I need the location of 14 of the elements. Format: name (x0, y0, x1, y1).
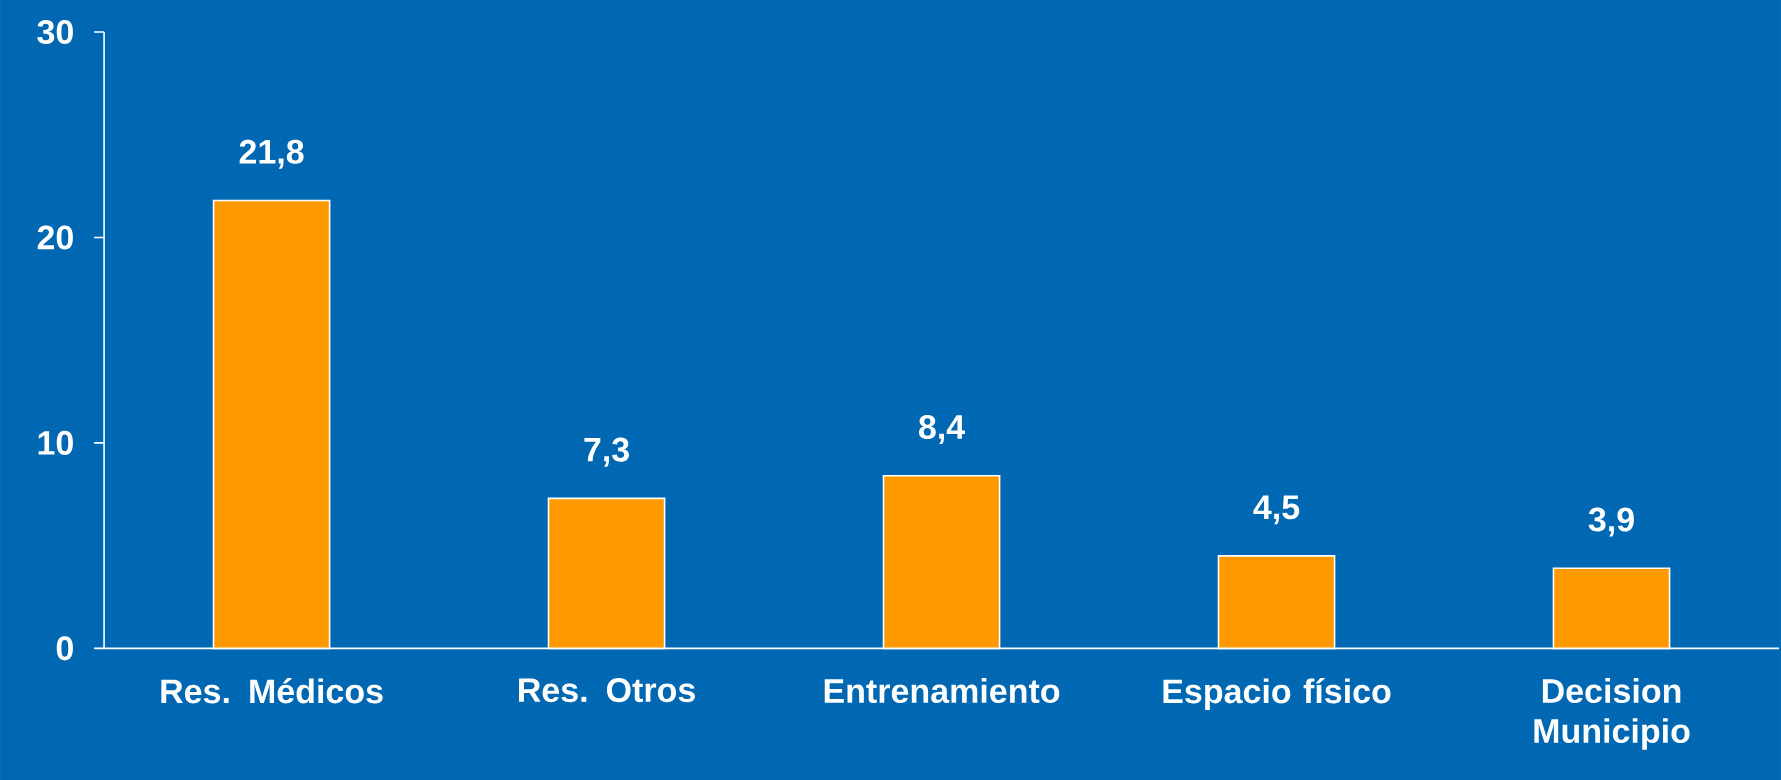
data-label: 3,9 (1588, 507, 1634, 537)
data-label: 7,3 (584, 437, 629, 467)
x-tick-label: Entrenamiento (824, 677, 1060, 703)
x-tick-label: Decision Municipio (1534, 677, 1690, 750)
data-label: 4,5 (1253, 495, 1300, 524)
x-tick-label: Res. Médicos (161, 677, 383, 704)
data-label: 8,4 (918, 414, 966, 444)
x-tick-label: Res. Otros (519, 677, 695, 702)
y-tick-label: 30 (37, 19, 73, 44)
y-tick-label: 10 (38, 430, 73, 455)
y-tick-label: 0 (56, 636, 73, 661)
data-label: 21,8 (239, 139, 304, 169)
y-tick-label: 20 (37, 225, 73, 250)
x-tick-label: Espacio físico (1163, 677, 1391, 710)
